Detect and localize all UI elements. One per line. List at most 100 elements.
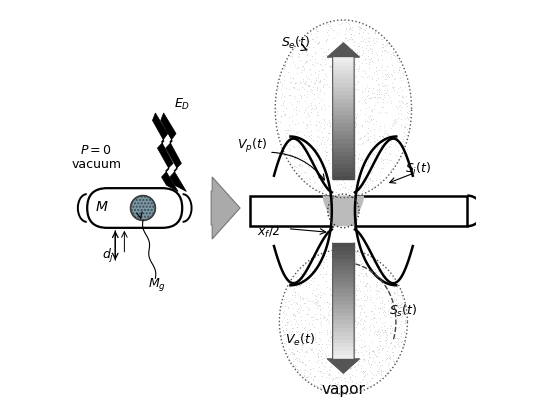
Point (387, 53, 395, 60)
Point (361, 357, 370, 363)
Point (388, 123, 397, 129)
Point (293, 310, 302, 317)
Point (352, 366, 360, 373)
Point (284, 298, 292, 305)
Point (312, 300, 321, 307)
Point (383, 371, 391, 378)
Point (380, 301, 388, 307)
Point (351, 56, 359, 62)
Point (366, 151, 374, 158)
Point (351, 261, 359, 268)
Point (319, 264, 328, 271)
Point (286, 99, 294, 106)
Point (292, 273, 300, 280)
Point (356, 156, 364, 163)
Point (318, 271, 327, 277)
Point (302, 311, 311, 317)
Point (301, 361, 309, 368)
Point (376, 52, 385, 58)
Point (316, 289, 325, 295)
Point (335, 369, 344, 375)
Point (328, 265, 336, 272)
Point (374, 81, 383, 88)
Point (293, 129, 302, 136)
Point (380, 67, 389, 73)
Point (328, 261, 337, 267)
Point (346, 95, 355, 102)
Point (293, 86, 301, 92)
Point (325, 286, 334, 292)
Point (352, 324, 360, 330)
Point (350, 248, 359, 255)
Point (369, 37, 377, 43)
Point (372, 332, 381, 338)
Point (390, 83, 398, 90)
Point (373, 278, 381, 285)
Point (362, 347, 371, 354)
Point (374, 262, 383, 269)
Point (317, 185, 325, 191)
Point (327, 64, 335, 70)
Point (358, 358, 367, 365)
Point (300, 168, 308, 175)
Point (366, 133, 375, 139)
Point (322, 374, 330, 380)
Point (368, 74, 377, 81)
Point (340, 311, 349, 318)
Point (363, 42, 371, 48)
Point (385, 271, 393, 278)
Point (283, 331, 292, 337)
Point (379, 46, 388, 53)
Point (394, 114, 402, 121)
Point (272, 94, 281, 100)
Point (302, 87, 311, 94)
Point (342, 274, 351, 280)
Point (326, 327, 335, 334)
Point (372, 70, 381, 77)
Point (340, 139, 349, 146)
Point (339, 17, 348, 24)
Point (304, 110, 313, 117)
Point (354, 78, 363, 85)
Point (379, 344, 387, 351)
Point (394, 57, 403, 64)
Point (277, 334, 285, 341)
Point (346, 366, 355, 373)
Point (365, 84, 373, 91)
Point (376, 176, 385, 183)
Point (336, 59, 344, 66)
Point (366, 368, 374, 375)
Point (276, 79, 285, 85)
Point (392, 301, 401, 307)
Point (305, 82, 313, 89)
Point (364, 124, 373, 131)
Point (327, 355, 336, 362)
Point (348, 377, 357, 384)
Point (320, 139, 329, 146)
Point (290, 156, 299, 163)
Point (328, 60, 337, 67)
Point (310, 373, 318, 380)
Point (310, 292, 319, 298)
Point (334, 54, 343, 61)
Point (377, 139, 386, 145)
Point (381, 282, 390, 289)
Point (362, 60, 370, 67)
Point (300, 366, 309, 373)
Point (337, 162, 345, 168)
Point (353, 85, 362, 92)
Point (352, 347, 360, 354)
Point (357, 59, 366, 66)
Point (315, 38, 323, 45)
Point (375, 89, 384, 96)
Circle shape (131, 196, 155, 220)
Point (314, 70, 322, 77)
Point (342, 35, 350, 41)
Point (326, 271, 335, 278)
Point (301, 347, 310, 354)
Point (370, 135, 378, 142)
Point (353, 23, 362, 30)
Point (356, 258, 365, 265)
Point (384, 38, 392, 45)
Point (317, 356, 326, 362)
